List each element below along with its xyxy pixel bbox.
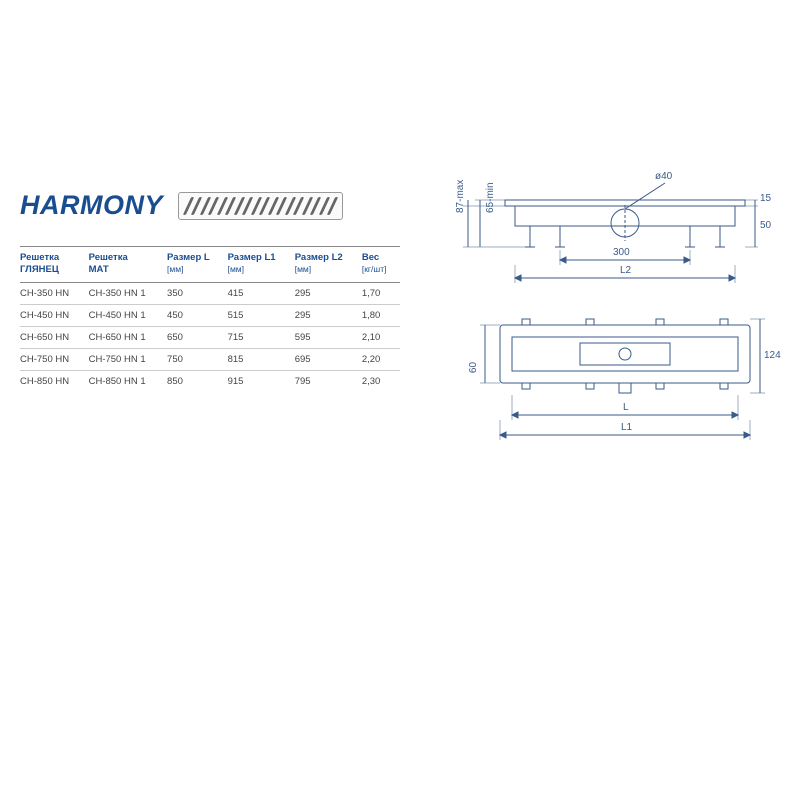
col-header: Размер L1[мм] [228, 247, 295, 283]
table-cell: CH-750 HN [20, 348, 89, 370]
table-cell: 595 [295, 326, 362, 348]
dim-label: L1 [621, 422, 632, 433]
table-cell: 650 [167, 326, 228, 348]
table-cell: CH-850 HN [20, 370, 89, 392]
table-cell: 715 [228, 326, 295, 348]
col-header: Вес[кг/шт] [362, 247, 400, 283]
table-cell: 1,70 [362, 282, 400, 304]
col-header: РешеткаГЛЯНЕЦ [20, 247, 89, 283]
dim-label: 300 [613, 247, 630, 258]
table-header-row: РешеткаГЛЯНЕЦ РешеткаМАТ Размер L[мм] Ра… [20, 247, 400, 283]
table-cell: 2,10 [362, 326, 400, 348]
technical-drawing: 87-max 65-min ø40 15 50 300 L2 60 124 L … [430, 165, 780, 475]
table-cell: 815 [228, 348, 295, 370]
table-cell: 450 [167, 304, 228, 326]
dim-label: 124 [764, 350, 781, 361]
table-row: CH-650 HNCH-650 HN 16507155952,10 [20, 326, 400, 348]
dim-label: 60 [468, 362, 479, 373]
dim-label: ø40 [655, 171, 672, 182]
table-cell: 2,30 [362, 370, 400, 392]
table-cell: 695 [295, 348, 362, 370]
table-cell: 795 [295, 370, 362, 392]
col-header: РешеткаМАТ [89, 247, 167, 283]
table-cell: CH-450 HN 1 [89, 304, 167, 326]
table-row: CH-450 HNCH-450 HN 14505152951,80 [20, 304, 400, 326]
table-row: CH-750 HNCH-750 HN 17508156952,20 [20, 348, 400, 370]
table-cell: 415 [228, 282, 295, 304]
table-cell: CH-850 HN 1 [89, 370, 167, 392]
table-cell: CH-750 HN 1 [89, 348, 167, 370]
table-cell: 2,20 [362, 348, 400, 370]
dim-label: 87-max [455, 180, 466, 213]
table-cell: CH-350 HN [20, 282, 89, 304]
table-cell: CH-650 HN 1 [89, 326, 167, 348]
table-cell: 915 [228, 370, 295, 392]
spec-table: РешеткаГЛЯНЕЦ РешеткаМАТ Размер L[мм] Ра… [20, 246, 400, 392]
product-title: HARMONY [20, 190, 163, 221]
table-cell: 515 [228, 304, 295, 326]
table-cell: 850 [167, 370, 228, 392]
table-cell: CH-350 HN 1 [89, 282, 167, 304]
table-cell: 1,80 [362, 304, 400, 326]
table-cell: 750 [167, 348, 228, 370]
col-header: Размер L2[мм] [295, 247, 362, 283]
grate-pattern-icon [178, 192, 343, 220]
table-cell: 295 [295, 304, 362, 326]
table-row: CH-350 HNCH-350 HN 13504152951,70 [20, 282, 400, 304]
dim-label: L [623, 402, 629, 413]
table-cell: 350 [167, 282, 228, 304]
dim-label: 15 [760, 193, 771, 204]
col-header: Размер L[мм] [167, 247, 228, 283]
dim-label: 65-min [485, 182, 496, 213]
dim-label: 50 [760, 220, 771, 231]
table-cell: 295 [295, 282, 362, 304]
table-cell: CH-450 HN [20, 304, 89, 326]
table-cell: CH-650 HN [20, 326, 89, 348]
dim-label: L2 [620, 265, 631, 276]
table-row: CH-850 HNCH-850 HN 18509157952,30 [20, 370, 400, 392]
